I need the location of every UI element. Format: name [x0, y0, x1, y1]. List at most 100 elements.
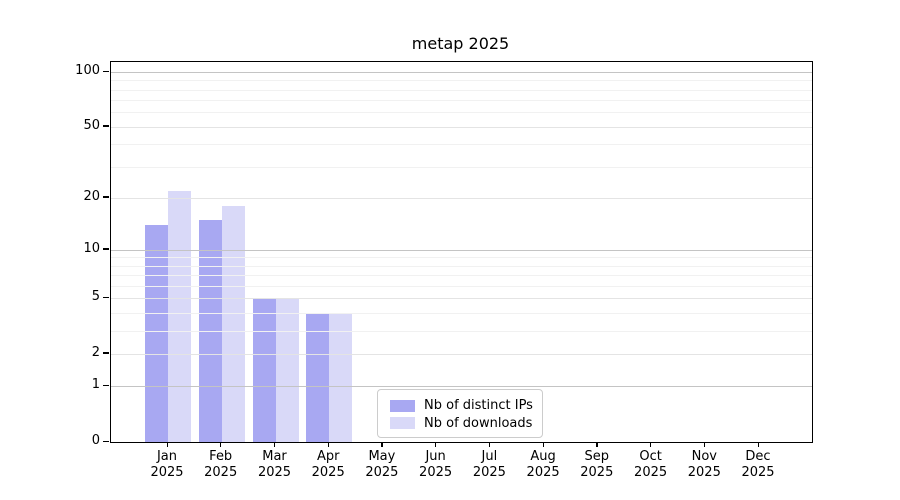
legend-item-distinct-ips: Nb of distinct IPs — [390, 398, 533, 414]
major-gridline — [111, 249, 812, 251]
x-tick-mark — [166, 442, 168, 447]
x-tick-month: Nov — [691, 449, 717, 464]
bar-mar-downloads — [275, 298, 299, 442]
minor-gridline — [111, 313, 812, 314]
y-tick-mark — [103, 296, 109, 299]
x-tick-label-may: May 2025 — [355, 449, 409, 481]
bar-apr-distinct-ips — [306, 313, 330, 442]
y-tick-mark — [103, 125, 109, 127]
x-tick-label-nov: Nov 2025 — [677, 449, 731, 481]
x-tick-mark — [435, 442, 437, 447]
x-tick-month: Oct — [639, 449, 662, 464]
minor-gridline — [111, 275, 812, 277]
x-tick-mark — [596, 442, 598, 447]
x-tick-mark — [542, 442, 544, 447]
legend-label: Nb of downloads — [424, 415, 533, 431]
minor-gridline — [111, 112, 812, 114]
minor-gridline — [111, 80, 812, 82]
bar-mar-distinct-ips — [252, 298, 276, 442]
x-tick-label-feb: Feb 2025 — [194, 449, 248, 481]
x-tick-year: 2025 — [365, 465, 399, 480]
x-tick-label-jan: Jan 2025 — [140, 449, 194, 481]
x-tick-year: 2025 — [204, 465, 238, 480]
minor-gridline — [111, 265, 812, 267]
x-tick-year: 2025 — [580, 465, 614, 480]
minor-gridline — [111, 144, 812, 146]
bar-apr-downloads — [329, 313, 353, 442]
x-tick-year: 2025 — [257, 465, 292, 480]
x-tick-label-sep: Sep 2025 — [570, 449, 624, 481]
x-tick-label-mar: Mar 2025 — [248, 449, 302, 481]
major-gridline — [111, 386, 812, 388]
y-tick-mark — [103, 352, 109, 354]
x-tick-year: 2025 — [526, 465, 560, 480]
chart-title: metap 2025 — [411, 34, 510, 53]
y-tick-label: 20 — [83, 188, 100, 204]
major-gridline — [111, 72, 812, 73]
x-tick-month: Jan — [156, 449, 178, 464]
x-tick-mark — [274, 442, 276, 447]
y-tick-mark — [103, 440, 109, 442]
x-tick-month: Dec — [745, 449, 771, 464]
x-tick-year: 2025 — [687, 465, 721, 480]
bar-feb-downloads — [221, 205, 245, 442]
gridline — [111, 353, 812, 355]
x-tick-mark — [220, 442, 222, 447]
minor-gridline — [111, 330, 812, 332]
x-tick-month: Jun — [425, 449, 446, 464]
minor-gridline — [111, 89, 812, 91]
minor-gridline — [111, 286, 812, 287]
x-tick-label-oct: Oct 2025 — [624, 449, 678, 481]
x-tick-label-dec: Dec 2025 — [731, 449, 785, 481]
gridline — [111, 197, 812, 199]
y-tick-label: 50 — [83, 117, 100, 133]
y-tick-label: 0 — [91, 433, 100, 448]
y-tick-label: 100 — [75, 63, 100, 78]
minor-gridline — [111, 166, 812, 168]
x-tick-mark — [757, 442, 759, 447]
y-tick-label: 10 — [83, 240, 100, 256]
y-tick-label: 5 — [91, 289, 100, 305]
gridline — [111, 298, 812, 300]
x-tick-year: 2025 — [472, 465, 506, 480]
x-tick-month: May — [368, 449, 396, 464]
y-tick-mark — [103, 70, 109, 72]
x-tick-mark — [703, 442, 706, 447]
legend-item-downloads: Nb of downloads — [390, 416, 532, 431]
x-tick-month: Aug — [530, 449, 556, 464]
y-tick-label: 1 — [91, 377, 100, 393]
minor-gridline — [111, 100, 812, 102]
x-tick-year: 2025 — [741, 465, 775, 480]
x-tick-mark — [327, 442, 329, 447]
y-tick-label: 2 — [91, 344, 100, 360]
x-tick-mark — [381, 442, 383, 447]
x-tick-month: Mar — [262, 449, 287, 464]
legend-swatch-icon — [390, 399, 415, 412]
legend-label: Nb of distinct IPs — [424, 398, 533, 414]
minor-gridline — [111, 257, 812, 259]
x-tick-month: Sep — [584, 449, 610, 464]
plot-area — [110, 61, 813, 443]
x-tick-year: 2025 — [150, 465, 184, 480]
x-tick-year: 2025 — [311, 465, 345, 480]
bar-jan-downloads — [168, 190, 191, 442]
x-tick-label-jul: Jul 2025 — [462, 449, 516, 481]
x-tick-year: 2025 — [419, 465, 453, 480]
y-tick-mark — [103, 248, 109, 250]
legend-swatch-icon — [390, 417, 415, 430]
gridlines-layer — [111, 62, 812, 442]
x-tick-mark — [650, 442, 652, 447]
x-tick-month: Feb — [209, 449, 233, 464]
gridline — [111, 126, 812, 128]
x-tick-mark — [488, 442, 491, 447]
x-tick-label-aug: Aug 2025 — [516, 449, 570, 481]
x-tick-month: Jul — [481, 449, 498, 464]
bar-jan-distinct-ips — [145, 224, 168, 442]
y-tick-mark — [103, 196, 109, 198]
y-tick-mark — [103, 384, 109, 387]
x-tick-year: 2025 — [634, 465, 668, 480]
x-tick-label-apr: Apr 2025 — [301, 449, 355, 481]
legend: Nb of distinct IPs Nb of downloads — [377, 389, 543, 438]
x-tick-label-jun: Jun 2025 — [409, 449, 463, 481]
